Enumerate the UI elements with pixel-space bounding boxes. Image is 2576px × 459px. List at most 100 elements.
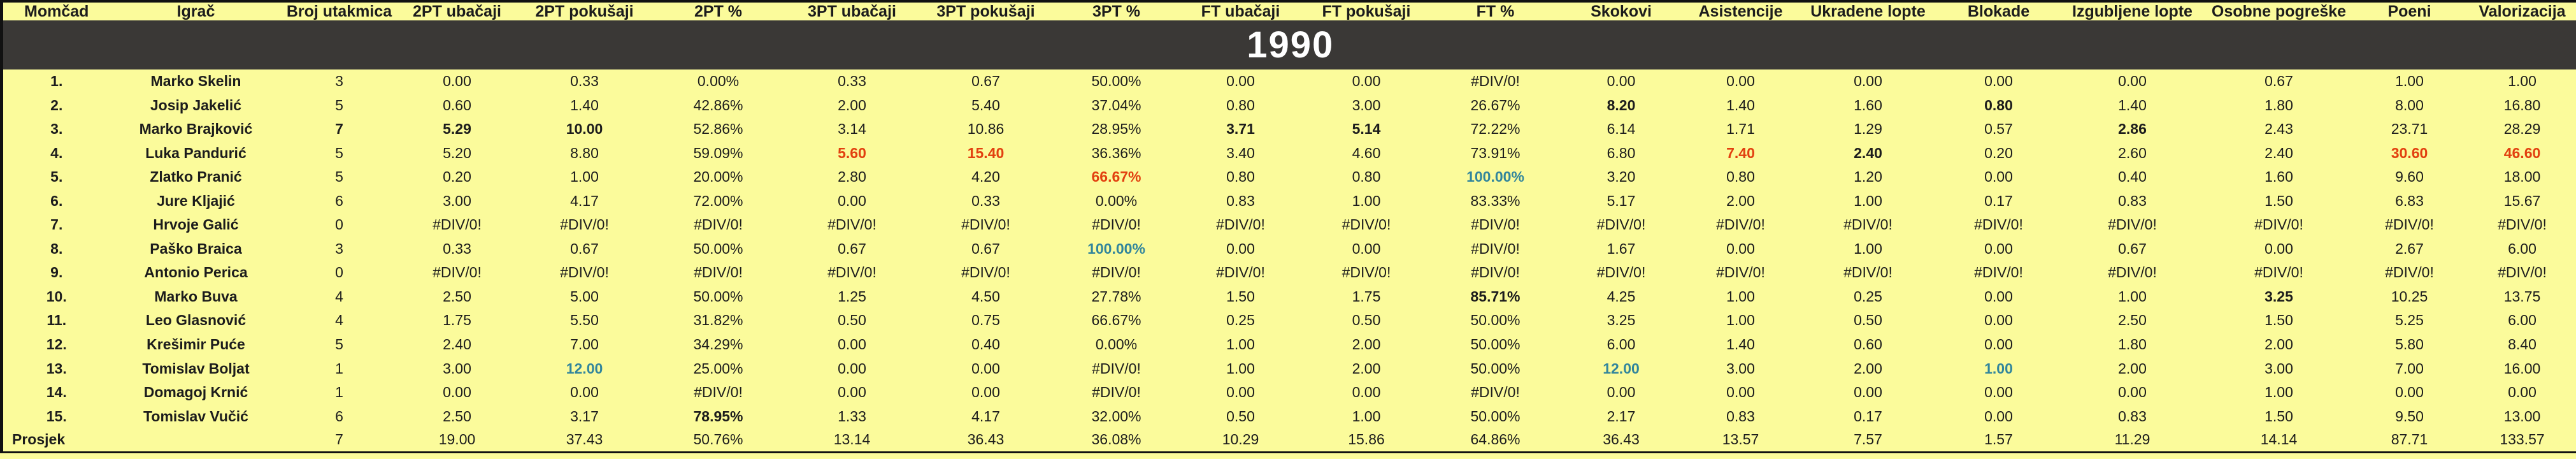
stat-cell[interactable]: 0.60: [1854, 336, 1882, 353]
stat-cell[interactable]: 0.17: [1984, 192, 2013, 209]
stat-cell[interactable]: #DIV/0!: [1216, 264, 1265, 281]
stat-cell[interactable]: 6.00: [2508, 312, 2537, 329]
stat-cell[interactable]: 2.00: [2265, 336, 2293, 353]
row-number-cell[interactable]: 12.: [46, 336, 67, 353]
stat-cell[interactable]: 7.57: [1854, 431, 1882, 448]
player-name-cell[interactable]: Zlatko Pranić: [150, 168, 242, 186]
stat-cell[interactable]: 0.83: [2118, 192, 2147, 209]
column-header-16[interactable]: Blokade: [1938, 1, 2059, 20]
row-number-cell[interactable]: 3.: [50, 120, 63, 138]
stat-cell[interactable]: 10.00: [566, 120, 603, 138]
stat-cell[interactable]: 0.00: [2508, 384, 2537, 401]
stat-cell[interactable]: 8.80: [570, 144, 599, 161]
column-header-5[interactable]: 2PT pokušaji: [517, 1, 652, 20]
stat-cell[interactable]: 0.00: [2118, 384, 2147, 401]
stat-cell[interactable]: 1.00: [1226, 360, 1255, 377]
stat-cell[interactable]: 1.00: [1726, 312, 1755, 329]
stat-cell[interactable]: 6.00: [1606, 336, 1636, 353]
stat-cell[interactable]: 13.75: [2503, 288, 2541, 305]
stat-cell[interactable]: 1.40: [1726, 96, 1755, 113]
stat-cell[interactable]: 13.57: [1722, 431, 1759, 448]
stat-cell[interactable]: 37.43: [566, 431, 603, 448]
stat-cell[interactable]: #DIV/0!: [694, 216, 743, 233]
stat-cell[interactable]: 0.00: [971, 360, 1000, 377]
stat-cell[interactable]: #DIV/0!: [1216, 216, 1265, 233]
stat-cell[interactable]: #DIV/0!: [1092, 360, 1141, 377]
stat-cell[interactable]: 7: [335, 431, 343, 448]
stat-cell[interactable]: 4.60: [1352, 144, 1381, 161]
stat-cell[interactable]: 50.00%: [693, 240, 743, 257]
stat-cell[interactable]: 16.80: [2503, 96, 2541, 113]
stat-cell[interactable]: #DIV/0!: [1092, 216, 1141, 233]
stat-cell[interactable]: #DIV/0!: [2498, 216, 2547, 233]
stat-cell[interactable]: 0.67: [2118, 240, 2147, 257]
stat-cell[interactable]: 8.00: [2395, 96, 2424, 113]
stat-cell[interactable]: 2.00: [1726, 192, 1755, 209]
stat-cell[interactable]: 2.40: [443, 336, 471, 353]
stat-cell[interactable]: #DIV/0!: [2254, 264, 2303, 281]
stat-cell[interactable]: 50.00%: [1470, 407, 1521, 425]
stat-cell[interactable]: 7.40: [1726, 144, 1755, 161]
stat-cell[interactable]: 2.80: [838, 168, 866, 186]
stat-cell[interactable]: #DIV/0!: [2385, 264, 2434, 281]
stat-cell[interactable]: 0.67: [971, 73, 1000, 90]
stat-cell[interactable]: 5.50: [570, 312, 599, 329]
stat-cell[interactable]: 50.00%: [1091, 73, 1141, 90]
stat-cell[interactable]: 1.00: [2265, 384, 2293, 401]
stat-cell[interactable]: 0.67: [971, 240, 1000, 257]
stat-cell[interactable]: 66.67%: [1091, 312, 1141, 329]
stat-cell[interactable]: 83.33%: [1470, 192, 1521, 209]
stat-cell[interactable]: 8.20: [1606, 96, 1636, 113]
stat-cell[interactable]: 3.14: [838, 120, 866, 138]
stat-cell[interactable]: 0.25: [1854, 288, 1882, 305]
stat-cell[interactable]: 3.00: [2265, 360, 2293, 377]
stat-cell[interactable]: 1.29: [1854, 120, 1882, 138]
stat-cell[interactable]: 34.29%: [693, 336, 743, 353]
stat-cell[interactable]: 0.00: [1726, 73, 1755, 90]
stat-cell[interactable]: 0.50: [838, 312, 866, 329]
stat-cell[interactable]: 26.67%: [1470, 96, 1521, 113]
stat-cell[interactable]: 3: [335, 73, 343, 90]
stat-cell[interactable]: #DIV/0!: [827, 216, 877, 233]
stat-cell[interactable]: #DIV/0!: [1974, 216, 2023, 233]
stat-cell[interactable]: 0.00: [570, 384, 599, 401]
stat-cell[interactable]: 72.00%: [693, 192, 743, 209]
row-number-cell[interactable]: 9.: [50, 264, 63, 281]
stat-cell[interactable]: #DIV/0!: [1596, 264, 1646, 281]
stat-cell[interactable]: 3.40: [1226, 144, 1255, 161]
stat-cell[interactable]: #DIV/0!: [1471, 264, 1520, 281]
stat-cell[interactable]: 1.50: [1226, 288, 1255, 305]
stat-cell[interactable]: 0.00: [1984, 407, 2013, 425]
player-name-cell[interactable]: Paško Braica: [150, 240, 242, 257]
stat-cell[interactable]: 5: [335, 144, 343, 161]
stat-cell[interactable]: 0.00: [971, 384, 1000, 401]
stat-cell[interactable]: 6.00: [2508, 240, 2537, 257]
stat-cell[interactable]: 0.50: [1352, 312, 1381, 329]
stat-cell[interactable]: 36.43: [967, 431, 1005, 448]
stat-cell[interactable]: 0.83: [1226, 192, 1255, 209]
stat-cell[interactable]: 6: [335, 407, 343, 425]
stat-cell[interactable]: 5.29: [443, 120, 471, 138]
stat-cell[interactable]: 1.25: [838, 288, 866, 305]
stat-cell[interactable]: #DIV/0!: [1471, 73, 1520, 90]
stat-cell[interactable]: #DIV/0!: [1716, 216, 1765, 233]
stat-cell[interactable]: #DIV/0!: [2108, 216, 2157, 233]
stat-cell[interactable]: 4.50: [971, 288, 1000, 305]
stat-cell[interactable]: 0.00: [1226, 73, 1255, 90]
stat-cell[interactable]: 1.00: [570, 168, 599, 186]
stat-cell[interactable]: 11.29: [2114, 431, 2150, 448]
stat-cell[interactable]: #DIV/0!: [2108, 264, 2157, 281]
stat-cell[interactable]: #DIV/0!: [2385, 216, 2434, 233]
stat-cell[interactable]: 36.43: [1603, 431, 1640, 448]
player-name-cell[interactable]: Leo Glasnović: [145, 312, 247, 329]
column-header-18[interactable]: Osobne pogreške: [2205, 1, 2352, 20]
player-name-cell[interactable]: Marko Skelin: [150, 73, 241, 90]
stat-cell[interactable]: 50.00%: [1470, 336, 1521, 353]
stat-cell[interactable]: 6: [335, 192, 343, 209]
row-number-cell[interactable]: 4.: [50, 144, 63, 161]
stat-cell[interactable]: 0.50: [1226, 407, 1255, 425]
stat-cell[interactable]: #DIV/0!: [1342, 216, 1391, 233]
stat-cell[interactable]: 30.60: [2391, 144, 2428, 161]
stat-cell[interactable]: 2.00: [1352, 336, 1381, 353]
row-number-cell[interactable]: 6.: [50, 192, 63, 209]
